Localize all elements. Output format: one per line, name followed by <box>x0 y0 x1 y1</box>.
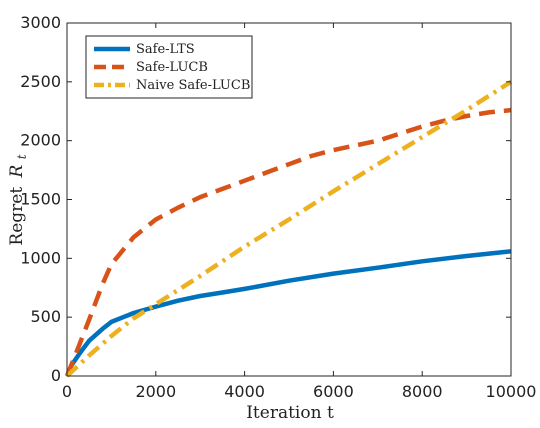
x-tick-label: 0 <box>62 382 72 401</box>
y-axis-label-symbol: R <box>7 164 27 178</box>
x-axis-label: Iteration t <box>246 403 334 423</box>
series-line-3 <box>65 79 513 378</box>
y-axis-label-subscript: t <box>15 154 29 159</box>
x-tick-label: 4000 <box>224 382 265 401</box>
x-tick-label: 2000 <box>135 382 176 401</box>
x-tick-label: 8000 <box>402 382 443 401</box>
y-tick-label: 2500 <box>20 72 61 91</box>
legend-label-1: Safe-LTS <box>136 42 195 57</box>
x-tick-label: 6000 <box>313 382 354 401</box>
y-axis-label: Regret R t <box>7 154 29 245</box>
y-tick-label: 500 <box>30 307 61 326</box>
x-tick-label: 10000 <box>486 382 537 401</box>
y-tick-label: 0 <box>51 366 61 385</box>
series-line-1 <box>64 249 512 377</box>
y-axis-label-text: Regret <box>7 187 27 246</box>
series-line-2 <box>64 107 512 377</box>
y-tick-label: 1000 <box>20 248 61 267</box>
axes: 0 2000 4000 6000 8000 10000 0 500 1000 1500 2000 25… <box>20 13 536 401</box>
legend-label-3: Naive Safe-LUCB <box>136 78 250 93</box>
legend-label-2: Safe-LUCB <box>136 60 208 75</box>
svg-text:Regret R t: Regret R t <box>7 154 29 245</box>
legend: Safe-LTS Safe-LUCB Naive Safe-LUCB <box>85 35 253 99</box>
y-tick-label: 1500 <box>20 190 61 209</box>
y-tick-label: 2000 <box>20 131 61 150</box>
y-tick-label: 3000 <box>20 13 61 32</box>
